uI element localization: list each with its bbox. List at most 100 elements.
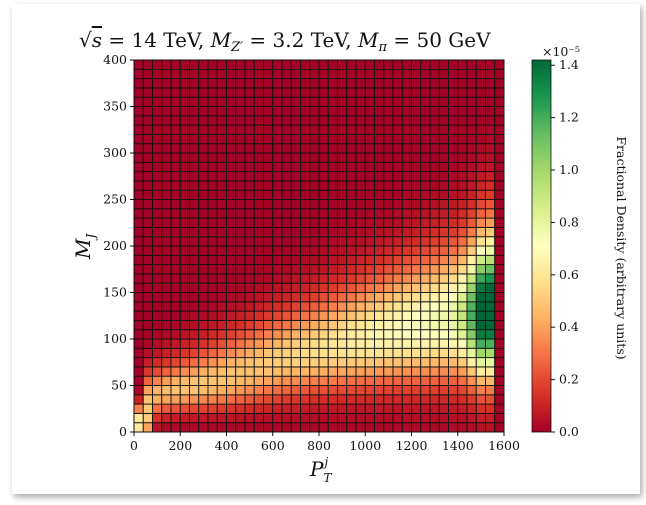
heatmap-cell bbox=[133, 375, 144, 386]
heatmap-cell bbox=[318, 394, 329, 405]
heatmap-cell bbox=[198, 310, 209, 321]
heatmap-cell bbox=[263, 199, 274, 210]
heatmap-cell bbox=[198, 161, 209, 173]
heatmap-cell bbox=[383, 143, 394, 154]
heatmap-cell bbox=[189, 273, 200, 284]
heatmap-cell bbox=[216, 292, 227, 303]
heatmap-cell bbox=[290, 366, 301, 377]
heatmap-cell bbox=[309, 133, 320, 145]
heatmap-cell bbox=[198, 347, 209, 359]
heatmap-cell bbox=[401, 106, 412, 117]
heatmap-cell bbox=[263, 143, 274, 154]
heatmap-cell bbox=[466, 106, 477, 117]
heatmap-cell bbox=[309, 292, 320, 303]
heatmap-cell bbox=[235, 59, 246, 70]
heatmap-cell bbox=[466, 78, 477, 89]
heatmap-cell bbox=[420, 171, 431, 182]
heatmap-cell bbox=[364, 301, 375, 312]
heatmap-cell bbox=[216, 357, 227, 368]
heatmap-cell bbox=[309, 189, 320, 200]
heatmap-cell bbox=[253, 180, 264, 191]
heatmap-cell bbox=[355, 375, 366, 386]
heatmap-cell bbox=[475, 394, 486, 405]
heatmap-cell bbox=[253, 422, 264, 433]
heatmap-cell bbox=[448, 180, 459, 191]
heatmap-cell bbox=[383, 273, 394, 284]
heatmap-cell bbox=[152, 301, 163, 312]
heatmap-cell bbox=[281, 180, 292, 191]
heatmap-cell bbox=[281, 282, 292, 293]
heatmap-cell bbox=[429, 385, 440, 396]
heatmap-cell bbox=[355, 143, 366, 154]
heatmap-cell bbox=[401, 189, 412, 200]
heatmap-cell bbox=[161, 292, 172, 303]
heatmap-cell bbox=[216, 106, 227, 117]
heatmap-cell bbox=[133, 161, 144, 173]
heatmap-cell bbox=[392, 171, 403, 182]
heatmap-cell bbox=[494, 236, 505, 247]
heatmap-cell bbox=[401, 329, 412, 340]
heatmap-cell bbox=[152, 412, 163, 424]
heatmap-cell bbox=[411, 236, 422, 247]
heatmap-cell bbox=[392, 96, 403, 107]
heatmap-cell bbox=[161, 394, 172, 405]
heatmap-cell bbox=[142, 412, 153, 424]
heatmap-cell bbox=[383, 161, 394, 173]
heatmap-cell bbox=[485, 189, 496, 200]
y-tick-label: 0 bbox=[119, 424, 127, 439]
heatmap-cell bbox=[309, 301, 320, 312]
heatmap-cell bbox=[216, 301, 227, 312]
heatmap-cell bbox=[309, 245, 320, 256]
heatmap-cell bbox=[300, 217, 311, 228]
heatmap-cell bbox=[281, 375, 292, 386]
heatmap-cell bbox=[142, 78, 153, 89]
heatmap-cell bbox=[494, 412, 505, 424]
heatmap-cell bbox=[346, 394, 357, 405]
heatmap-cell bbox=[448, 106, 459, 117]
heatmap-cell bbox=[429, 124, 440, 135]
heatmap-cell bbox=[179, 59, 190, 70]
y-tick-label: 400 bbox=[103, 52, 127, 67]
heatmap-cell bbox=[466, 161, 477, 173]
heatmap-cell bbox=[364, 357, 375, 368]
heatmap-cell bbox=[374, 115, 385, 126]
heatmap-cell bbox=[152, 217, 163, 228]
heatmap-cell bbox=[448, 115, 459, 126]
heatmap-cell bbox=[411, 245, 422, 256]
heatmap-cell bbox=[383, 412, 394, 424]
heatmap-cell bbox=[253, 292, 264, 303]
heatmap-cell bbox=[272, 87, 283, 98]
heatmap-cell bbox=[485, 161, 496, 173]
heatmap-cell bbox=[485, 319, 496, 331]
heatmap-cell bbox=[142, 422, 153, 433]
heatmap-cell bbox=[485, 394, 496, 405]
heatmap-cell bbox=[142, 366, 153, 377]
heatmap-cell bbox=[429, 292, 440, 303]
heatmap-cell bbox=[355, 217, 366, 228]
heatmap-cell bbox=[374, 133, 385, 145]
heatmap-cell bbox=[170, 412, 181, 424]
heatmap-cell bbox=[207, 208, 218, 219]
heatmap-cell bbox=[374, 171, 385, 182]
heatmap-cell bbox=[448, 375, 459, 386]
heatmap-cell bbox=[170, 338, 181, 349]
heatmap-cell bbox=[327, 366, 338, 377]
heatmap-cell bbox=[364, 87, 375, 98]
heatmap-cell bbox=[346, 282, 357, 293]
heatmap-cell bbox=[170, 217, 181, 228]
heatmap-cell bbox=[272, 273, 283, 284]
heatmap-cell bbox=[152, 189, 163, 200]
heatmap-cell bbox=[429, 357, 440, 368]
heatmap-cell bbox=[179, 189, 190, 200]
heatmap-cell bbox=[198, 236, 209, 247]
heatmap-cell bbox=[318, 143, 329, 154]
heatmap-cell bbox=[327, 180, 338, 191]
heatmap-cell bbox=[346, 403, 357, 414]
heatmap-cell bbox=[198, 217, 209, 228]
heatmap-cell bbox=[290, 347, 301, 359]
heatmap-cell bbox=[318, 199, 329, 210]
heatmap-cell bbox=[383, 171, 394, 182]
heatmap-cell bbox=[216, 338, 227, 349]
heatmap-cell bbox=[346, 124, 357, 135]
heatmap-cell bbox=[364, 292, 375, 303]
